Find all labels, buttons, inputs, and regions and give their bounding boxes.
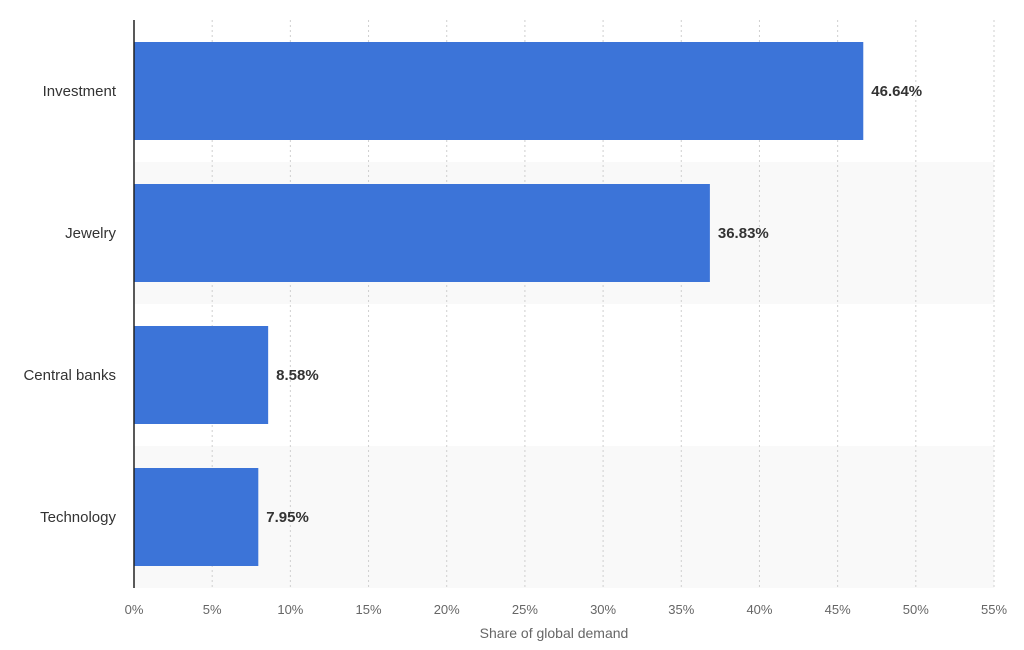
value-label: 7.95% (266, 509, 309, 526)
x-tick-label: 35% (668, 602, 694, 617)
x-tick-label: 15% (356, 602, 382, 617)
x-axis-title: Share of global demand (480, 625, 629, 641)
category-label: Central banks (23, 367, 116, 384)
x-tick-label: 30% (590, 602, 616, 617)
x-tick-labels: 0% 5% 10% 15% 20% 25% 30% 35% 40% 45% 50% 55% (125, 602, 1008, 617)
row-band (134, 446, 994, 588)
x-tick-label: 50% (903, 602, 929, 617)
x-tick-label: 25% (512, 602, 538, 617)
bar (134, 326, 269, 424)
category-label: Investment (43, 83, 117, 100)
category-labels: Investment Jewelry Central banks Technology (23, 83, 116, 526)
bars (134, 42, 864, 566)
bar (134, 468, 259, 566)
x-tick-label: 40% (746, 602, 772, 617)
x-tick-label: 20% (434, 602, 460, 617)
value-label: 8.58% (276, 367, 319, 384)
category-label: Technology (40, 509, 116, 526)
x-tick-label: 55% (981, 602, 1007, 617)
category-label: Jewelry (65, 225, 116, 242)
x-tick-label: 45% (825, 602, 851, 617)
value-label: 36.83% (718, 225, 769, 242)
x-tick-label: 0% (125, 602, 144, 617)
x-tick-label: 5% (203, 602, 222, 617)
bar (134, 42, 864, 140)
x-tick-label: 10% (277, 602, 303, 617)
value-labels: 46.64% 36.83% 8.58% 7.95% (266, 83, 922, 526)
value-label: 46.64% (871, 83, 922, 100)
bar (134, 184, 710, 282)
